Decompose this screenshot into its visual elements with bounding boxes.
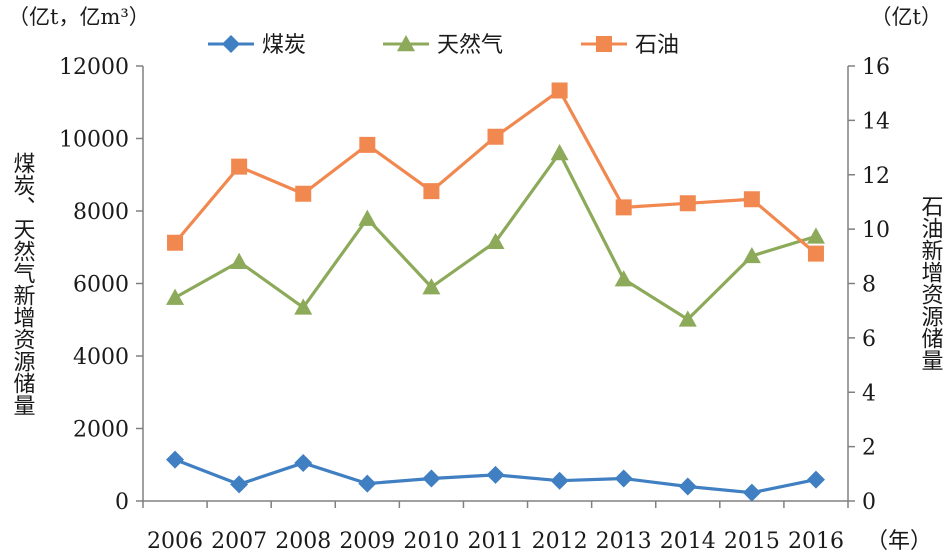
left-axis-ticks: 0 2000 4000 6000 8000 10000 12000 (59, 55, 143, 515)
data-point-gas (230, 252, 249, 269)
data-point-oil (615, 199, 632, 216)
left-tick-label: 2000 (73, 418, 129, 443)
series-line-oil (173, 88, 817, 255)
x-axis-ticks: 2006 2007 2008 2009 2010 2011 2012 2013 2014 2015… (142, 501, 849, 554)
series-layer (166, 82, 825, 502)
right-tick-label: 14 (862, 109, 890, 134)
data-point-coal (422, 469, 441, 488)
data-point-gas (678, 310, 697, 327)
data-point-oil (167, 234, 184, 251)
data-point-coal (742, 483, 761, 502)
legend-marker-gas (397, 35, 415, 52)
left-tick-label: 4000 (73, 345, 129, 370)
data-point-gas (614, 270, 633, 287)
data-point-coal (806, 470, 825, 489)
x-tick-label: 2013 (596, 529, 652, 554)
series-coal (166, 450, 825, 502)
data-point-oil (743, 191, 760, 208)
legend-item-gas: 天然气 (383, 33, 503, 58)
left-axis-title: 煤炭、天然气新增资源储量 (10, 152, 36, 416)
right-tick-label: 10 (862, 218, 890, 243)
x-axis-unit: （年） (866, 529, 932, 554)
x-tick-label: 2009 (339, 529, 395, 554)
left-tick-label: 8000 (73, 200, 129, 225)
data-point-oil (807, 245, 824, 262)
x-tick-label: 2010 (403, 529, 459, 554)
legend-label-coal: 煤炭 (262, 33, 306, 58)
data-point-coal (550, 471, 569, 490)
left-tick-label: 6000 (73, 273, 129, 298)
legend-marker-oil (596, 36, 612, 52)
x-tick-label: 2015 (724, 529, 780, 554)
legend-label-oil: 石油 (635, 33, 679, 58)
data-point-gas (294, 298, 313, 315)
data-point-gas (166, 288, 185, 305)
x-tick-label: 2014 (660, 529, 716, 554)
right-tick-label: 12 (862, 164, 890, 189)
data-point-oil (231, 158, 248, 175)
data-point-coal (230, 475, 249, 494)
series-oil (167, 82, 824, 262)
data-point-gas (806, 227, 825, 244)
legend-label-gas: 天然气 (437, 33, 503, 58)
legend: 煤炭 天然气 石油 (208, 33, 679, 58)
data-point-coal (166, 450, 185, 469)
x-tick-label: 2008 (275, 529, 331, 554)
x-tick-label: 2016 (788, 529, 844, 554)
data-point-gas (422, 278, 441, 295)
data-point-oil (359, 136, 376, 153)
right-tick-label: 2 (862, 436, 876, 461)
left-tick-label: 12000 (59, 55, 129, 80)
right-tick-label: 4 (862, 381, 876, 406)
legend-marker-coal (222, 35, 240, 53)
right-tick-label: 16 (862, 55, 890, 80)
data-point-coal (486, 465, 505, 484)
data-point-oil (487, 128, 504, 145)
data-point-oil (679, 195, 696, 212)
data-point-gas (358, 209, 377, 226)
left-tick-label: 0 (115, 490, 129, 515)
right-tick-label: 0 (862, 490, 876, 515)
data-point-oil (423, 183, 440, 200)
x-tick-label: 2012 (532, 529, 588, 554)
data-point-gas (486, 232, 505, 250)
x-tick-label: 2007 (211, 529, 267, 554)
x-tick-label: 2006 (147, 529, 203, 554)
left-tick-label: 10000 (59, 128, 129, 153)
right-tick-label: 8 (862, 273, 876, 298)
right-tick-label: 6 (862, 327, 876, 352)
data-point-gas (550, 144, 569, 161)
data-point-oil (551, 82, 568, 99)
data-point-oil (295, 185, 312, 202)
left-axis-unit: （亿t，亿m³） (8, 5, 150, 29)
right-axis-ticks: 0 2 4 6 8 10 12 14 16 (848, 55, 890, 515)
data-point-coal (294, 453, 313, 472)
legend-item-oil: 石油 (581, 33, 679, 58)
right-axis-unit: （亿t） (871, 5, 942, 29)
data-point-coal (358, 474, 377, 493)
data-point-gas (742, 246, 761, 264)
data-point-coal (614, 469, 633, 488)
legend-item-coal: 煤炭 (208, 33, 306, 58)
series-gas (166, 144, 825, 327)
right-axis-title: 石油新增资源储量 (918, 195, 944, 371)
x-tick-label: 2011 (468, 529, 524, 554)
data-point-coal (678, 477, 697, 496)
